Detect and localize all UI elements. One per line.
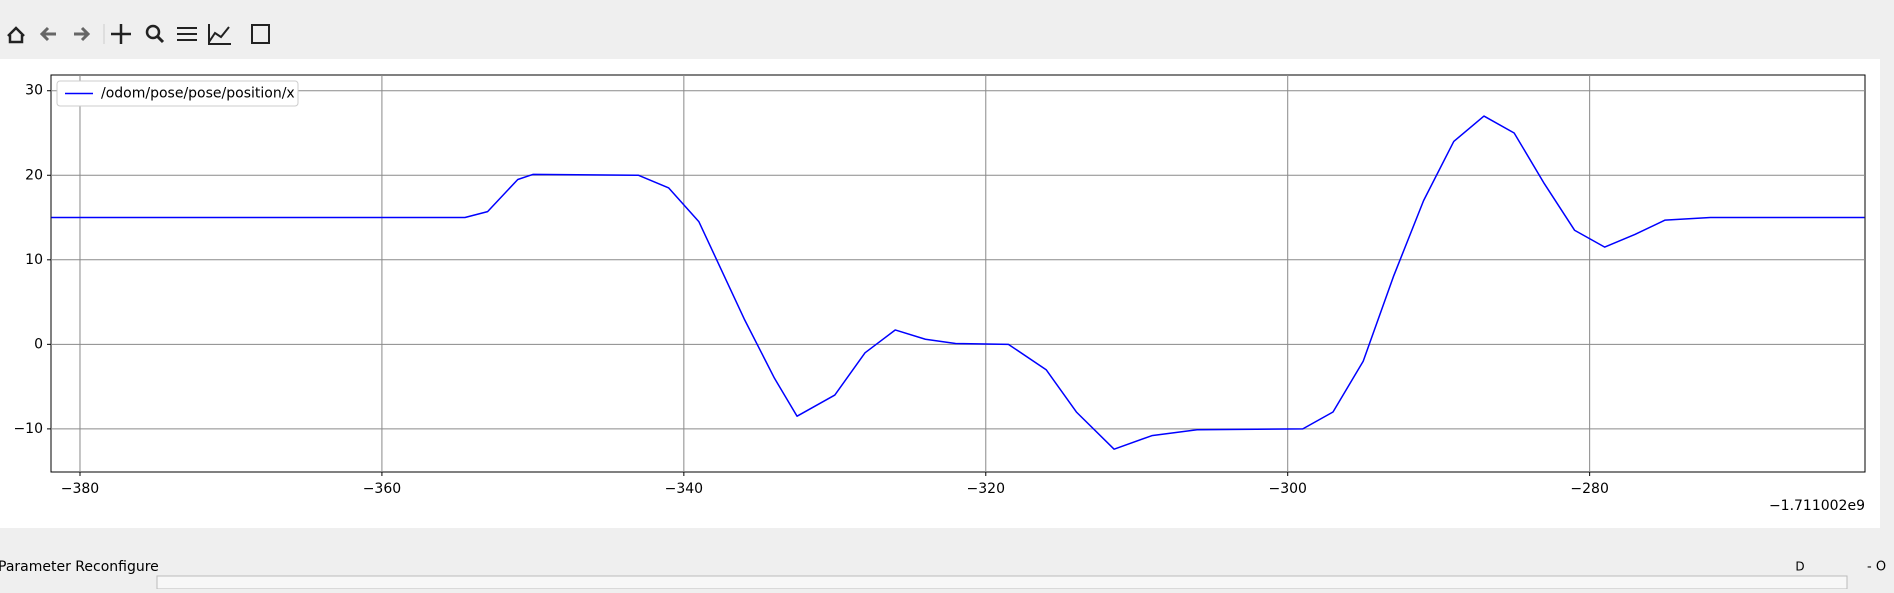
zoom-button[interactable]: [145, 24, 165, 44]
window-controls[interactable]: - O: [1867, 560, 1886, 575]
d-button[interactable]: D: [1795, 560, 1804, 574]
legend-box: [56, 80, 299, 107]
panel-title: Parameter Reconfigure: [0, 559, 159, 575]
y-tick-label: 30: [25, 83, 43, 99]
back-button[interactable]: [39, 26, 56, 42]
x-tick-label: −300: [1268, 481, 1306, 497]
x-tick-label: −360: [363, 481, 401, 497]
x-offset-label: −1.711002e9: [1769, 498, 1865, 514]
series-line: [51, 115, 1865, 450]
home-button[interactable]: [7, 26, 25, 44]
toolbar: [7, 24, 270, 45]
configure-button[interactable]: [177, 27, 197, 41]
y-tick-label: 10: [25, 252, 43, 268]
plot-area: [50, 74, 1866, 473]
panel-body: [156, 575, 1848, 590]
legend-label: /odom/pose/pose/position/x: [101, 86, 295, 102]
y-tick-label: −10: [13, 421, 43, 437]
save-button[interactable]: [251, 24, 270, 44]
y-tick-label: 0: [34, 336, 43, 352]
axes-button[interactable]: [208, 24, 231, 45]
x-tick-label: −320: [967, 481, 1005, 497]
y-tick-label: 20: [25, 167, 43, 183]
forward-button[interactable]: [74, 26, 91, 42]
x-tick-label: −280: [1570, 481, 1608, 497]
pan-button[interactable]: [111, 24, 131, 44]
x-tick-label: −380: [61, 481, 99, 497]
x-tick-label: −340: [665, 481, 703, 497]
legend: /odom/pose/pose/position/x: [56, 80, 299, 107]
